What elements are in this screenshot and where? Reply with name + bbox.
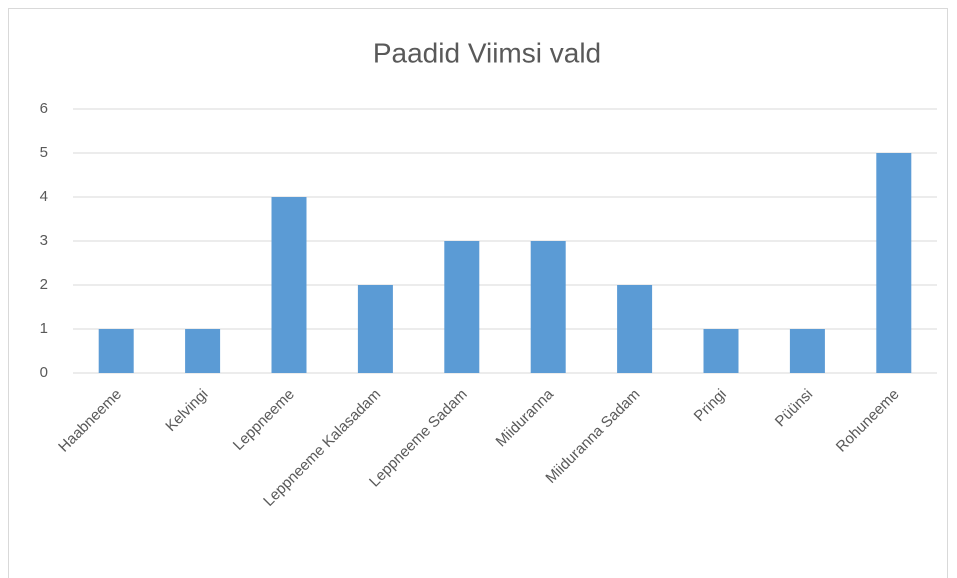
y-tick-label: 2 — [40, 276, 48, 293]
bar — [530, 241, 566, 373]
y-tick-label: 6 — [40, 100, 48, 117]
bar — [617, 285, 653, 373]
y-tick-label: 3 — [40, 232, 48, 249]
y-tick-label: 5 — [40, 144, 48, 161]
y-tick-label: 0 — [40, 364, 48, 381]
y-tick-label: 1 — [40, 320, 48, 337]
bar — [789, 329, 825, 373]
y-tick-label: 4 — [40, 188, 48, 205]
bar — [271, 197, 307, 373]
bar — [98, 329, 134, 373]
bar — [876, 153, 912, 373]
bar — [357, 285, 393, 373]
bar — [185, 329, 221, 373]
bar — [703, 329, 739, 373]
bar — [444, 241, 480, 373]
chart-title: Paadid Viimsi vald — [373, 37, 601, 68]
